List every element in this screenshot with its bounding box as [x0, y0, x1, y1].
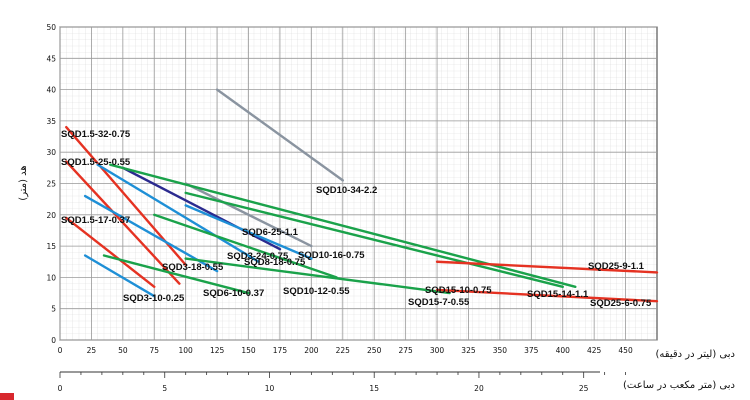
curve-label: SQD3-10-0.25: [123, 293, 185, 304]
curve-label: SQD3-18-0.55: [162, 262, 224, 273]
series-line: [184, 204, 313, 260]
x-tick-label: 0: [58, 346, 63, 355]
y-tick-label: 25: [46, 180, 56, 189]
y-tick-label: 15: [46, 242, 56, 251]
curve-label: SQD8-18-0.75: [244, 257, 306, 268]
y-tick-label: 40: [46, 86, 56, 95]
curve-label: SQD15-14-1.1: [527, 289, 589, 300]
curve-label: SQD1.5-25-0.55: [61, 157, 131, 168]
curve-label: SQD6-10-0.37: [203, 288, 264, 299]
curve-label: SQD25-6-0.75: [590, 298, 652, 309]
curve-label: SQD6-25-1.1: [242, 227, 299, 238]
major-grid: [59, 26, 657, 341]
x-tick-label: 75: [149, 346, 159, 355]
x-tick-label: 125: [210, 346, 225, 355]
y-tick-label: 45: [46, 54, 56, 63]
x-tick-label: 350: [493, 346, 508, 355]
x2-tick-label: 25: [579, 384, 589, 393]
series-line: [83, 254, 156, 298]
series-line: [215, 88, 344, 182]
x-tick-label: 275: [398, 346, 413, 355]
curve-label: SQD25-9-1.1: [588, 261, 645, 272]
y-tick-label: 35: [46, 117, 56, 126]
x-tick-labels: 0 25 50 75 100 125 150 175 200 225 250 275 300 325 350…: [58, 346, 633, 355]
x2-axis-label: دبی (متر مکعب در ساعت): [623, 380, 735, 391]
y-axis-label: هد (متر): [18, 165, 29, 200]
series-line: [65, 216, 156, 288]
x-tick-label: 250: [367, 346, 382, 355]
series-line: [102, 254, 250, 295]
series-line: [121, 166, 282, 251]
x2-tick-label: 0: [58, 384, 63, 393]
x-tick-label: 450: [618, 346, 633, 355]
curve-label: SQD15-7-0.55: [408, 297, 470, 308]
curve-label: SQD1.5-32-0.75: [61, 129, 131, 140]
x-tick-label: 400: [556, 346, 571, 355]
curve-label: SQD15-10-0.75: [425, 285, 492, 296]
x2-tick-label: 5: [162, 384, 167, 393]
y-tick-label: 50: [46, 23, 56, 32]
y-tick-label: 5: [51, 305, 56, 314]
curve-label: SQD10-34-2.2: [316, 185, 377, 196]
series-line: [184, 191, 564, 288]
x-tick-label: 50: [118, 346, 128, 355]
series-line: [65, 160, 181, 285]
x2-tick-label: 15: [369, 384, 379, 393]
series-line: [109, 163, 577, 288]
series-line: [184, 257, 451, 295]
series-line: [435, 260, 659, 274]
curve-label: SQD10-12-0.55: [283, 286, 350, 297]
x-tick-label: 300: [430, 346, 445, 355]
curve-label: SQD1.5-17-0.37: [61, 215, 130, 226]
x2-tick-labels: 0 5 10 15 20 25: [58, 372, 626, 393]
corner-tab: [0, 393, 14, 400]
series-line: [184, 182, 313, 248]
y-tick-label: 0: [51, 336, 56, 345]
x2-tick-label: 10: [265, 384, 275, 393]
y-tick-label: 10: [46, 273, 56, 282]
x-tick-label: 375: [524, 346, 539, 355]
x-tick-label: 100: [179, 346, 194, 355]
x-tick-label: 425: [587, 346, 602, 355]
series-line: [153, 213, 338, 279]
y-tick-labels: 0 5 10 15 20 25 30 35 40 45 50: [46, 23, 56, 345]
x-tick-label: 175: [273, 346, 288, 355]
series-layer: [65, 88, 659, 303]
x-tick-label: 225: [336, 346, 351, 355]
curve-label: SQD10-16-0.75: [298, 250, 365, 261]
curve-label: SQD3-24-0.75: [227, 251, 289, 262]
y-tick-label: 30: [46, 148, 56, 157]
series-line: [96, 163, 260, 263]
x-tick-label: 150: [241, 346, 256, 355]
x-tick-label: 25: [87, 346, 97, 355]
y-tick-label: 20: [46, 211, 56, 220]
x-tick-label: 200: [304, 346, 319, 355]
series-line: [83, 194, 219, 273]
x-tick-label: 325: [461, 346, 476, 355]
series-line: [435, 288, 659, 303]
x-axis-label: دبی (لیتر در دقیقه): [656, 349, 735, 360]
x2-tick-label: 20: [474, 384, 484, 393]
